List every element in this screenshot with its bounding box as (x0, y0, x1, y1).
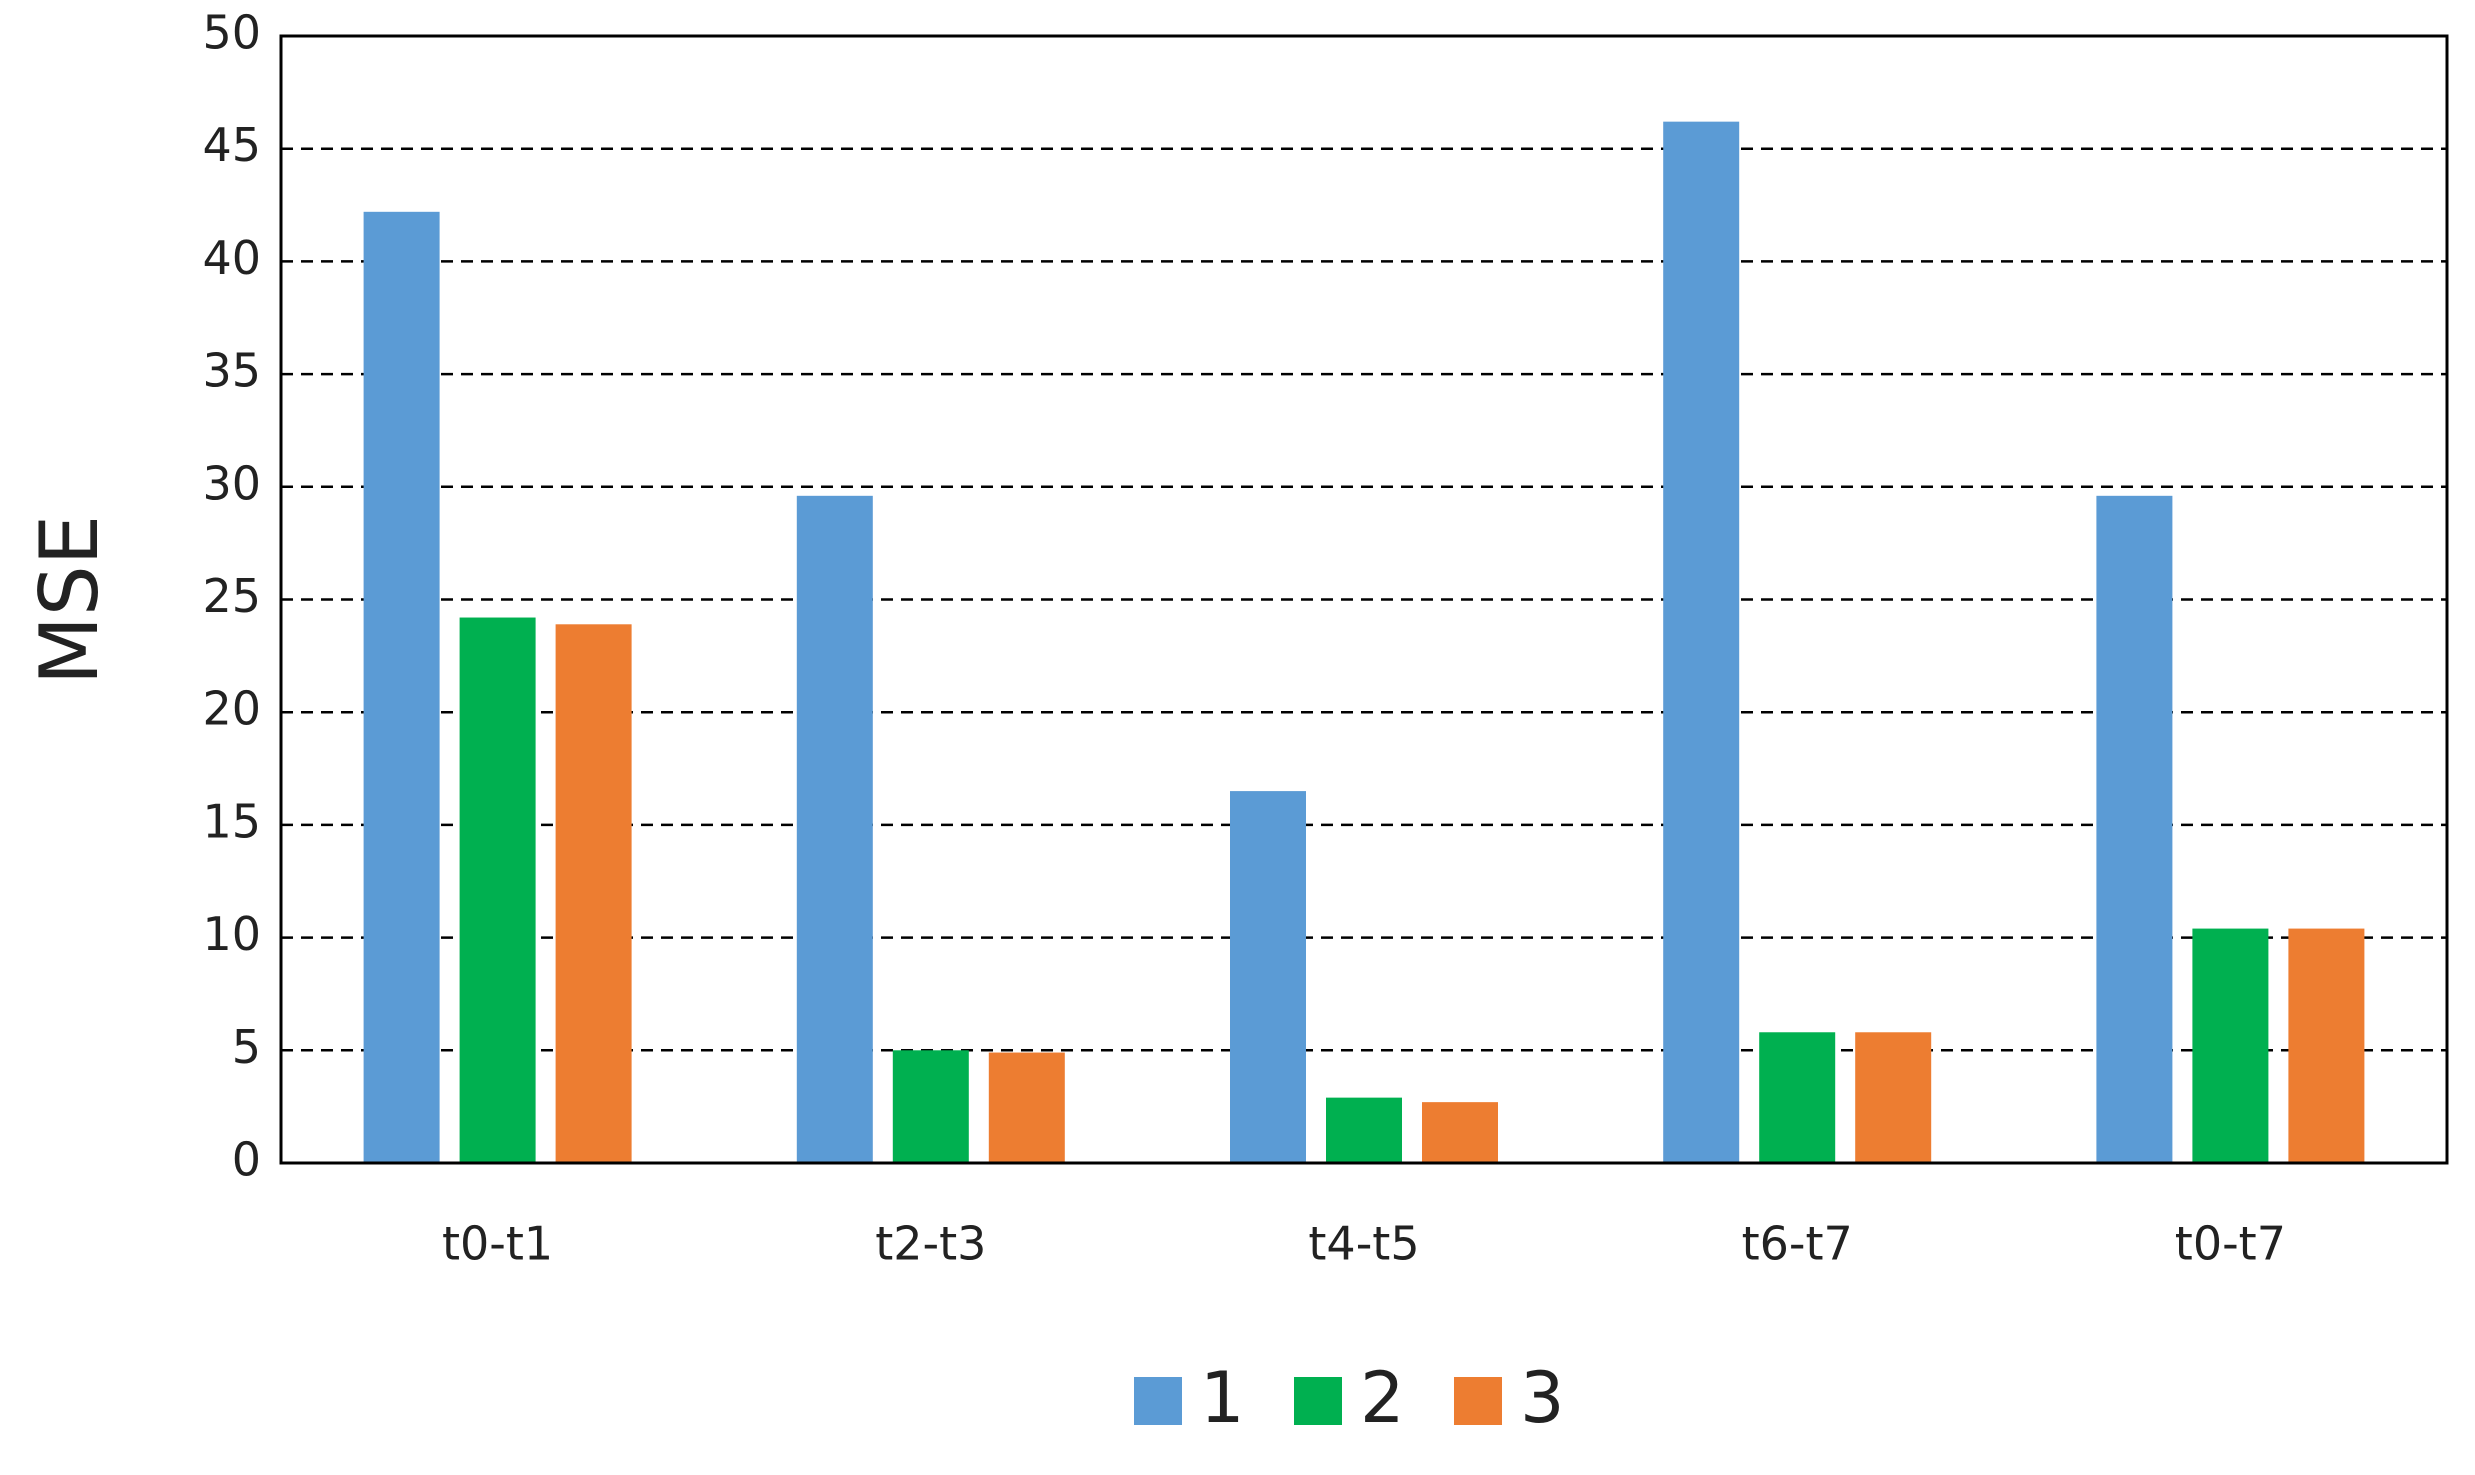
x-tick-label: t4-t5 (1308, 1217, 1419, 1271)
bar (2288, 928, 2365, 1163)
x-tick-label: t6-t7 (1742, 1217, 1853, 1271)
y-tick-label: 20 (202, 682, 261, 736)
bar (796, 495, 873, 1163)
legend-swatch (1134, 1377, 1182, 1425)
legend-label: 3 (1520, 1357, 1565, 1439)
x-tick-label: t0-t1 (442, 1217, 553, 1271)
y-tick-label: 40 (202, 231, 261, 285)
bar (2192, 928, 2269, 1163)
bar (1230, 791, 1306, 1163)
bar (1326, 1097, 1402, 1163)
bar (1759, 1032, 1836, 1163)
y-axis-label: MSE (23, 515, 116, 685)
plot-border (279, 34, 2449, 1165)
y-tick-label: 10 (202, 907, 261, 961)
x-tick-label: t0-t7 (2175, 1217, 2286, 1271)
bar (363, 211, 440, 1163)
x-tick-label: t2-t3 (875, 1217, 986, 1271)
legend-label: 1 (1200, 1357, 1245, 1439)
y-tick-label: 35 (202, 344, 261, 398)
bar (1663, 121, 1740, 1164)
y-tick-label: 5 (232, 1020, 261, 1074)
bar (1422, 1102, 1498, 1163)
bar (1855, 1032, 1932, 1163)
y-tick-label: 0 (232, 1133, 261, 1187)
bar (892, 1050, 969, 1163)
legend-swatch (1454, 1377, 1502, 1425)
legend-label: 2 (1360, 1357, 1405, 1439)
y-tick-label: 30 (202, 456, 261, 510)
bar (2096, 495, 2173, 1163)
y-tick-label: 45 (202, 118, 261, 172)
bar (459, 617, 536, 1163)
legend-swatch (1294, 1377, 1342, 1425)
y-tick-label: 15 (202, 794, 261, 848)
bar (988, 1052, 1065, 1163)
y-tick-label: 25 (202, 569, 261, 623)
y-tick-label: 50 (202, 6, 261, 60)
bar (555, 624, 632, 1163)
